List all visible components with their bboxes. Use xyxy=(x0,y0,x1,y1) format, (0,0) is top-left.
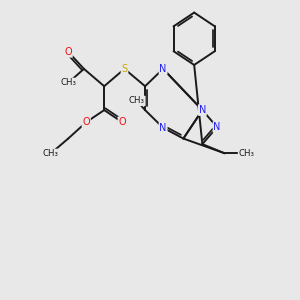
Text: CH₃: CH₃ xyxy=(42,149,58,158)
Text: N: N xyxy=(199,105,206,115)
Text: S: S xyxy=(122,64,128,74)
Text: N: N xyxy=(213,122,221,132)
Text: N: N xyxy=(159,123,167,133)
Text: CH₃: CH₃ xyxy=(129,96,145,105)
Text: O: O xyxy=(82,117,90,127)
Text: CH₃: CH₃ xyxy=(60,78,76,87)
Text: O: O xyxy=(118,117,126,127)
Text: CH₃: CH₃ xyxy=(238,149,254,158)
Text: N: N xyxy=(159,64,167,74)
Text: O: O xyxy=(64,47,72,57)
